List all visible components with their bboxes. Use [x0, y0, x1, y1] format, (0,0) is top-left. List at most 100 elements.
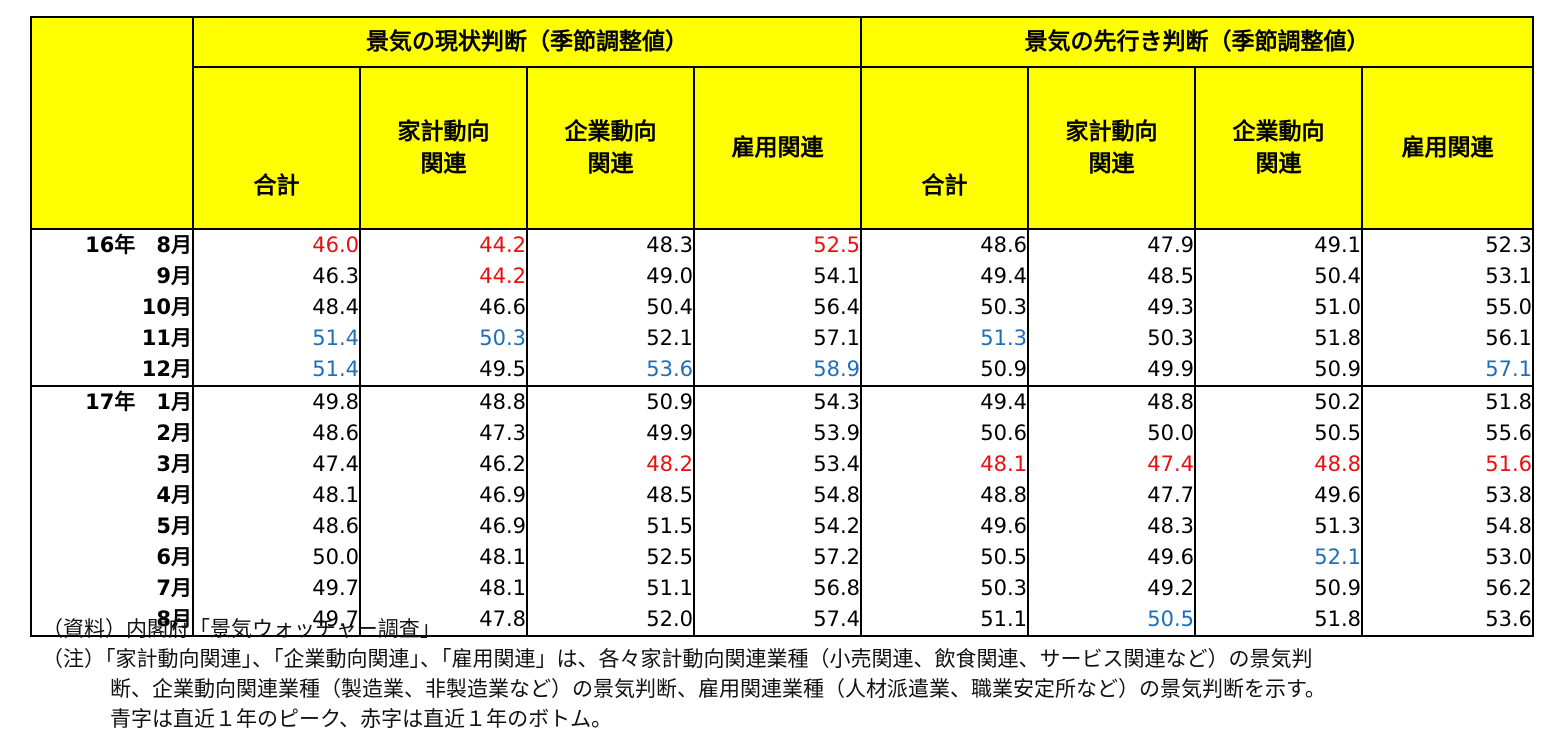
value-cell: 48.1	[193, 480, 361, 511]
value-cell: 50.5	[861, 542, 1029, 573]
value-cell: 48.3	[527, 228, 695, 261]
value-cell: 48.8	[1028, 385, 1196, 418]
value-cell: 47.8	[360, 604, 528, 637]
table-row: 2月 48.6 47.3 49.9 53.9 50.6 50.0 50.5 55.6	[30, 418, 1534, 449]
value-cell: 52.1	[527, 323, 695, 354]
value-cell: 51.4	[193, 354, 361, 386]
value-cell: 50.4	[1195, 261, 1363, 292]
value-cell: 55.6	[1362, 418, 1534, 449]
value-cell: 49.2	[1028, 573, 1196, 604]
value-cell: 51.1	[861, 604, 1029, 637]
value-cell: 49.7	[193, 604, 361, 637]
outlook-employment-header: 雇用関連	[1361, 66, 1534, 230]
table-row: 17年 1月 49.8 48.8 50.9 54.3 49.4 48.8 50.2 51.8	[30, 385, 1534, 418]
outlook-household-header: 家計動向 関連	[1027, 66, 1196, 230]
value-cell: 46.9	[360, 511, 528, 542]
value-cell: 48.6	[861, 228, 1029, 261]
table-row: 6月 50.0 48.1 52.5 57.2 50.5 49.6 52.1 53.0	[30, 542, 1534, 573]
value-cell: 52.0	[527, 604, 695, 637]
value-cell: 56.4	[694, 292, 862, 323]
source-note: （資料）内閣府「景気ウォッチャー調査」	[42, 617, 441, 641]
value-cell: 51.4	[193, 323, 361, 354]
value-cell: 50.5	[1195, 418, 1363, 449]
table-row: 8月 49.7 47.8 52.0 57.4 51.1 50.5 51.8 53.6	[30, 604, 1534, 637]
value-cell: 52.3	[1362, 228, 1534, 261]
table-row: 7月 49.7 48.1 51.1 56.8 50.3 49.2 50.9 56.2	[30, 573, 1534, 604]
value-cell: 57.2	[694, 542, 862, 573]
value-cell: 44.2	[360, 261, 528, 292]
corner-header-cell	[30, 16, 194, 230]
value-cell: 54.3	[694, 385, 862, 418]
value-cell: 49.4	[861, 261, 1029, 292]
value-cell: 48.6	[193, 418, 361, 449]
value-cell: 54.2	[694, 511, 862, 542]
value-cell: 50.5	[1028, 604, 1196, 637]
value-cell: 53.8	[1362, 480, 1534, 511]
value-cell: 48.5	[527, 480, 695, 511]
value-cell: 47.4	[193, 449, 361, 480]
value-cell: 50.3	[360, 323, 528, 354]
value-cell: 57.1	[1362, 354, 1534, 386]
value-cell: 49.8	[193, 385, 361, 418]
value-cell: 50.3	[1028, 323, 1196, 354]
value-cell: 56.2	[1362, 573, 1534, 604]
current-employment-header: 雇用関連	[693, 66, 862, 230]
value-cell: 56.8	[694, 573, 862, 604]
table-row: 11月 51.4 50.3 52.1 57.1 51.3 50.3 51.8 56.1	[30, 323, 1534, 354]
table-body: 16年 8月 46.0 44.2 48.3 52.5 48.6 47.9 49.1 52.3 9月…	[30, 228, 1534, 637]
current-total-header: 合計	[192, 66, 361, 230]
value-cell: 51.1	[527, 573, 695, 604]
value-cell: 51.3	[861, 323, 1029, 354]
value-cell: 57.4	[694, 604, 862, 637]
value-cell: 50.3	[861, 292, 1029, 323]
row-label: 12月	[30, 354, 194, 386]
row-label: 6月	[30, 542, 194, 573]
value-cell: 53.6	[527, 354, 695, 386]
table-row: 9月 46.3 44.2 49.0 54.1 49.4 48.5 50.4 53.1	[30, 261, 1534, 292]
value-cell: 48.2	[527, 449, 695, 480]
value-cell: 53.4	[694, 449, 862, 480]
value-cell: 49.5	[360, 354, 528, 386]
value-cell: 49.6	[861, 511, 1029, 542]
value-cell: 50.9	[1195, 573, 1363, 604]
value-cell: 48.8	[1195, 449, 1363, 480]
table-row: 5月 48.6 46.9 51.5 54.2 49.6 48.3 51.3 54.8	[30, 511, 1534, 542]
value-cell: 49.9	[527, 418, 695, 449]
row-label: 3月	[30, 449, 194, 480]
value-cell: 47.9	[1028, 228, 1196, 261]
value-cell: 49.7	[193, 573, 361, 604]
current-judgment-group-header: 景気の現状判断（季節調整値）	[192, 16, 862, 68]
table-row: 10月 48.4 46.6 50.4 56.4 50.3 49.3 51.0 55.0	[30, 292, 1534, 323]
value-cell: 50.9	[861, 354, 1029, 386]
value-cell: 53.1	[1362, 261, 1534, 292]
table-row: 4月 48.1 46.9 48.5 54.8 48.8 47.7 49.6 53.8	[30, 480, 1534, 511]
value-cell: 48.1	[360, 573, 528, 604]
value-cell: 54.1	[694, 261, 862, 292]
value-cell: 53.9	[694, 418, 862, 449]
value-cell: 50.0	[1028, 418, 1196, 449]
value-cell: 50.9	[527, 385, 695, 418]
row-label: 11月	[30, 323, 194, 354]
value-cell: 52.1	[1195, 542, 1363, 573]
value-cell: 49.0	[527, 261, 695, 292]
value-cell: 47.3	[360, 418, 528, 449]
value-cell: 57.1	[694, 323, 862, 354]
value-cell: 51.0	[1195, 292, 1363, 323]
value-cell: 47.4	[1028, 449, 1196, 480]
value-cell: 51.8	[1195, 604, 1363, 637]
row-label: 9月	[30, 261, 194, 292]
economy-watchers-table: 景気の現状判断（季節調整値） 景気の先行き判断（季節調整値） 合計 家計動向 関連…	[30, 16, 1534, 637]
value-cell: 46.2	[360, 449, 528, 480]
table-row: 12月 51.4 49.5 53.6 58.9 50.9 49.9 50.9 57.1	[30, 354, 1534, 386]
note-line-3: 青字は直近１年のピーク、赤字は直近１年のボトム。	[110, 707, 613, 731]
value-cell: 46.9	[360, 480, 528, 511]
value-cell: 50.0	[193, 542, 361, 573]
value-cell: 46.3	[193, 261, 361, 292]
value-cell: 49.1	[1195, 228, 1363, 261]
value-cell: 44.2	[360, 228, 528, 261]
value-cell: 54.8	[694, 480, 862, 511]
value-cell: 50.4	[527, 292, 695, 323]
row-label: 7月	[30, 573, 194, 604]
value-cell: 50.3	[861, 573, 1029, 604]
outlook-total-header: 合計	[860, 66, 1029, 230]
